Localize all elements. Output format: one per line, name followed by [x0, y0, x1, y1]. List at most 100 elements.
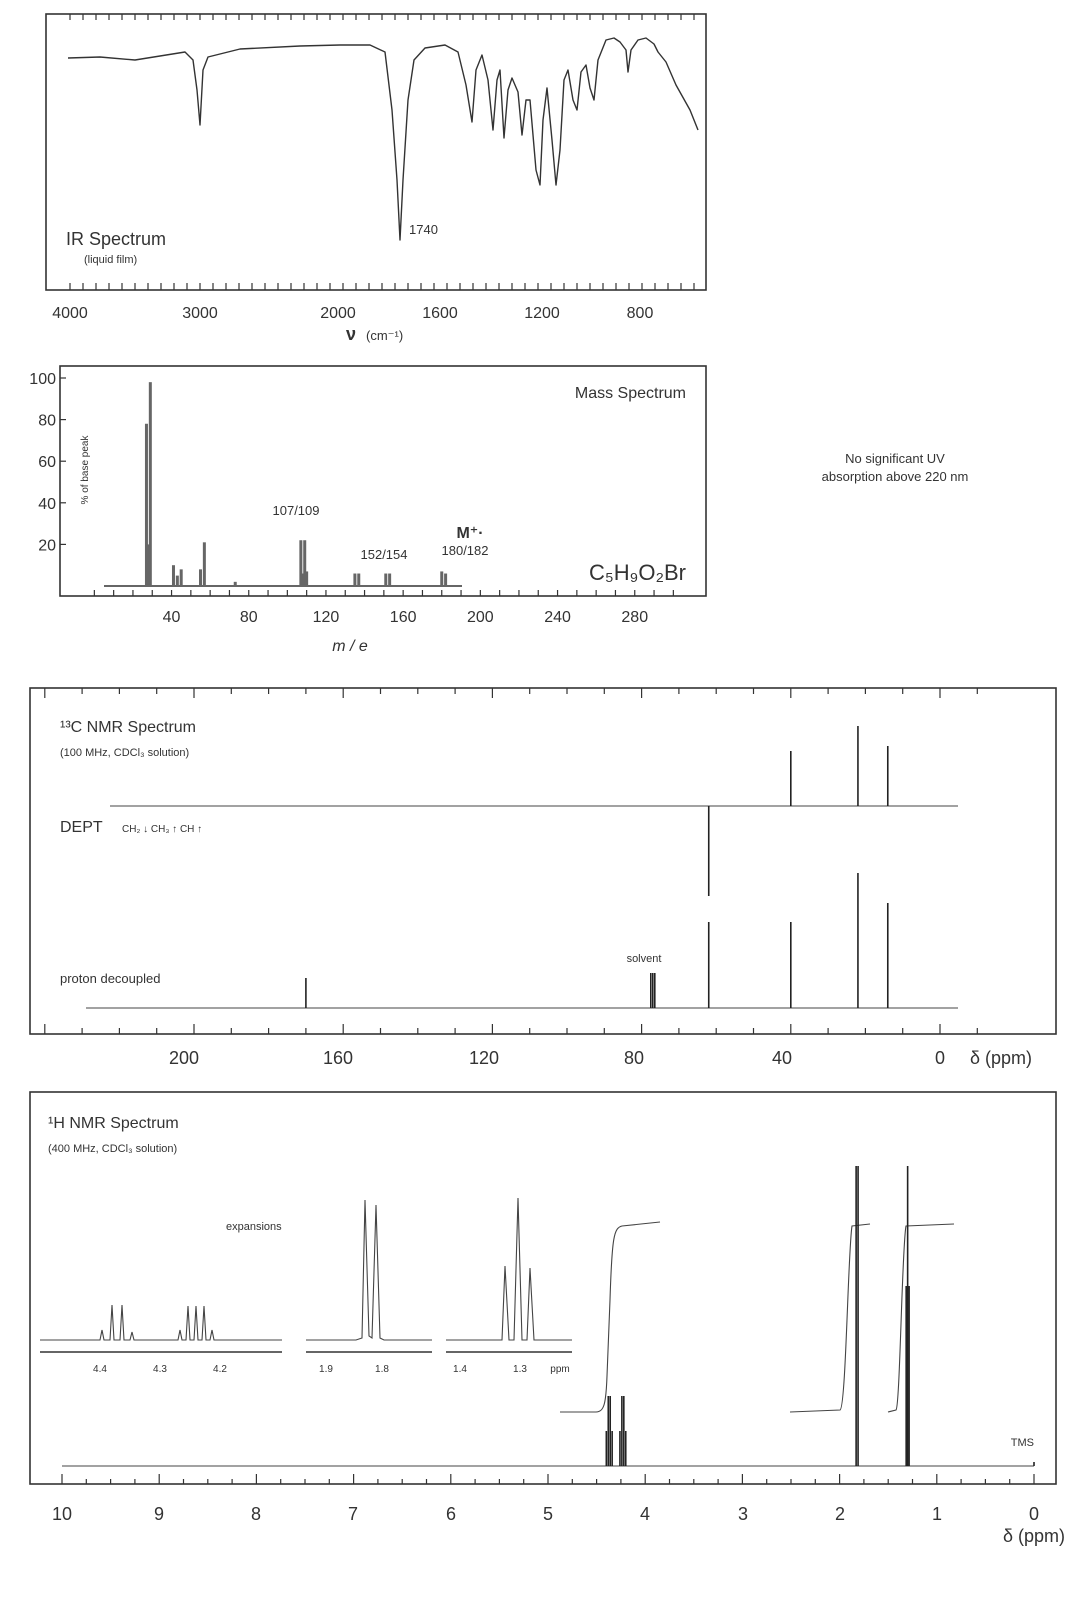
mass-bar	[175, 575, 179, 586]
h1-tms-label: TMS	[1011, 1437, 1034, 1449]
h1-expansion-2-trace	[306, 1199, 432, 1341]
mass-bar	[146, 544, 150, 586]
h1-xlabel: δ (ppm)	[1003, 1526, 1065, 1546]
mass-bar	[303, 540, 307, 586]
mass-bar	[388, 573, 392, 586]
mass-y-label: 100	[29, 371, 56, 388]
ir-tick-800: 800	[627, 305, 654, 322]
mass-bar	[440, 571, 444, 586]
ir-tick-2000: 2000	[320, 305, 356, 322]
h1-ticks	[61, 1474, 1035, 1484]
ir-subtitle: (liquid film)	[84, 254, 137, 266]
c13-decoupled-label: proton decoupled	[60, 971, 160, 986]
h1-integral-4.3	[560, 1221, 661, 1413]
ir-frame	[45, 13, 707, 291]
mass-title: Mass Spectrum	[575, 385, 686, 402]
h1-expansion-1: 4.4 4.3 4.2	[40, 1304, 282, 1375]
h1-tick-7: 7	[348, 1504, 358, 1524]
c13-tick-80: 80	[624, 1048, 644, 1068]
c13-subtitle: (100 MHz, CDCl₃ solution)	[60, 747, 189, 759]
h1-tick-4: 4	[640, 1504, 650, 1524]
mass-bar	[301, 573, 305, 586]
h1-tick-10: 10	[52, 1504, 72, 1524]
ir-title: IR Spectrum	[66, 229, 166, 249]
c13-solvent-label: solvent	[627, 953, 662, 965]
c13-ticks	[44, 688, 978, 1034]
h1-exp3-tick-ppm: ppm	[550, 1364, 569, 1375]
mass-molecular-ion: M⁺·	[456, 525, 483, 542]
h1-frame	[29, 1091, 1057, 1485]
ir-trace	[67, 37, 699, 241]
mass-bar	[202, 542, 206, 586]
ir-chart: IR Spectrum (liquid film) 1740 4000 3000…	[45, 13, 707, 344]
h1-tick-3: 3	[738, 1504, 748, 1524]
mass-frame	[59, 365, 707, 597]
mass-bar	[148, 382, 152, 586]
uv-note-line1: No significant UV	[845, 451, 945, 466]
h1-integral-1.3	[887, 1223, 955, 1413]
h1-tick-6: 6	[446, 1504, 456, 1524]
h1-tick-0: 0	[1029, 1504, 1039, 1524]
c13-tick-160: 160	[323, 1048, 353, 1068]
mass-bar	[384, 573, 388, 586]
mass-bar	[199, 569, 202, 586]
h1-expansion-2: 1.9 1.8	[306, 1199, 432, 1375]
h1-tick-5: 5	[543, 1504, 553, 1524]
h1-tick-9: 9	[154, 1504, 164, 1524]
h1-exp3-tick-1.3: 1.3	[513, 1364, 527, 1375]
mass-bar	[233, 581, 237, 586]
h1-chart: ¹H NMR Spectrum (400 MHz, CDCl₃ solution…	[29, 1091, 1065, 1546]
mass-bar	[171, 565, 175, 586]
mass-x-label: 200	[467, 609, 494, 626]
ir-tick-4000: 4000	[52, 305, 88, 322]
h1-title: ¹H NMR Spectrum	[48, 1115, 179, 1132]
mass-x-labels: 40 80 120 160 200 240 280	[163, 609, 649, 626]
mass-xlabel: m / e	[332, 638, 368, 655]
h1-exp3-tick-1.4: 1.4	[453, 1364, 467, 1375]
h1-integral-1.8	[789, 1223, 871, 1413]
mass-bar	[357, 573, 361, 586]
h1-peaks	[605, 1166, 1035, 1466]
mass-label-152: 152/154	[361, 547, 408, 562]
h1-expansion-3: 1.4 1.3 ppm	[446, 1197, 572, 1375]
mass-x-label: 80	[240, 609, 258, 626]
mass-chart: 20 40 60 80 100 40 80 120 160 200 240 280 % of bas…	[29, 365, 707, 655]
mass-ylabel: % of base peak	[80, 435, 91, 505]
c13-xlabel: δ (ppm)	[970, 1048, 1032, 1068]
uv-note-line2: absorption above 220 nm	[822, 469, 969, 484]
mass-y-label: 80	[38, 413, 56, 430]
mass-bar	[353, 573, 357, 586]
c13-decoupled-peaks	[305, 873, 889, 1008]
ir-minor-ticks	[69, 14, 695, 290]
h1-expansions-label: expansions	[226, 1221, 282, 1233]
h1-subtitle: (400 MHz, CDCl₃ solution)	[48, 1143, 177, 1155]
c13-tick-40: 40	[772, 1048, 792, 1068]
mass-y-label: 40	[38, 496, 56, 513]
mass-label-107: 107/109	[273, 503, 320, 518]
mass-y-label: 60	[38, 454, 56, 471]
h1-exp2-tick-1.8: 1.8	[375, 1364, 389, 1375]
mass-bar	[144, 423, 148, 586]
ir-tick-1600: 1600	[422, 305, 458, 322]
mass-label-180: 180/182	[442, 543, 489, 558]
h1-exp1-tick-4.4: 4.4	[93, 1364, 107, 1375]
h1-exp1-tick-4.3: 4.3	[153, 1364, 167, 1375]
mass-x-label: 40	[163, 609, 181, 626]
h1-expansion-3-trace	[446, 1197, 572, 1341]
ir-xlabel-unit: (cm⁻¹)	[366, 328, 403, 343]
mass-x-label: 280	[621, 609, 648, 626]
mass-axis-ticks	[60, 377, 674, 596]
c13-tick-120: 120	[469, 1048, 499, 1068]
mass-bar	[444, 573, 448, 586]
mass-y-labels: 20 40 60 80 100	[29, 371, 56, 554]
mass-x-label: 240	[544, 609, 571, 626]
h1-exp2-tick-1.9: 1.9	[319, 1364, 333, 1375]
c13-tick-200: 200	[169, 1048, 199, 1068]
mass-formula: C₅H₉O₂Br	[589, 560, 686, 585]
ir-xlabel-symbol: ν	[346, 324, 356, 344]
h1-tick-1: 1	[932, 1504, 942, 1524]
mass-x-label: 120	[313, 609, 340, 626]
c13-dept-legend: CH₂ ↓ CH₃ ↑ CH ↑	[122, 824, 202, 835]
ir-tick-3000: 3000	[182, 305, 218, 322]
